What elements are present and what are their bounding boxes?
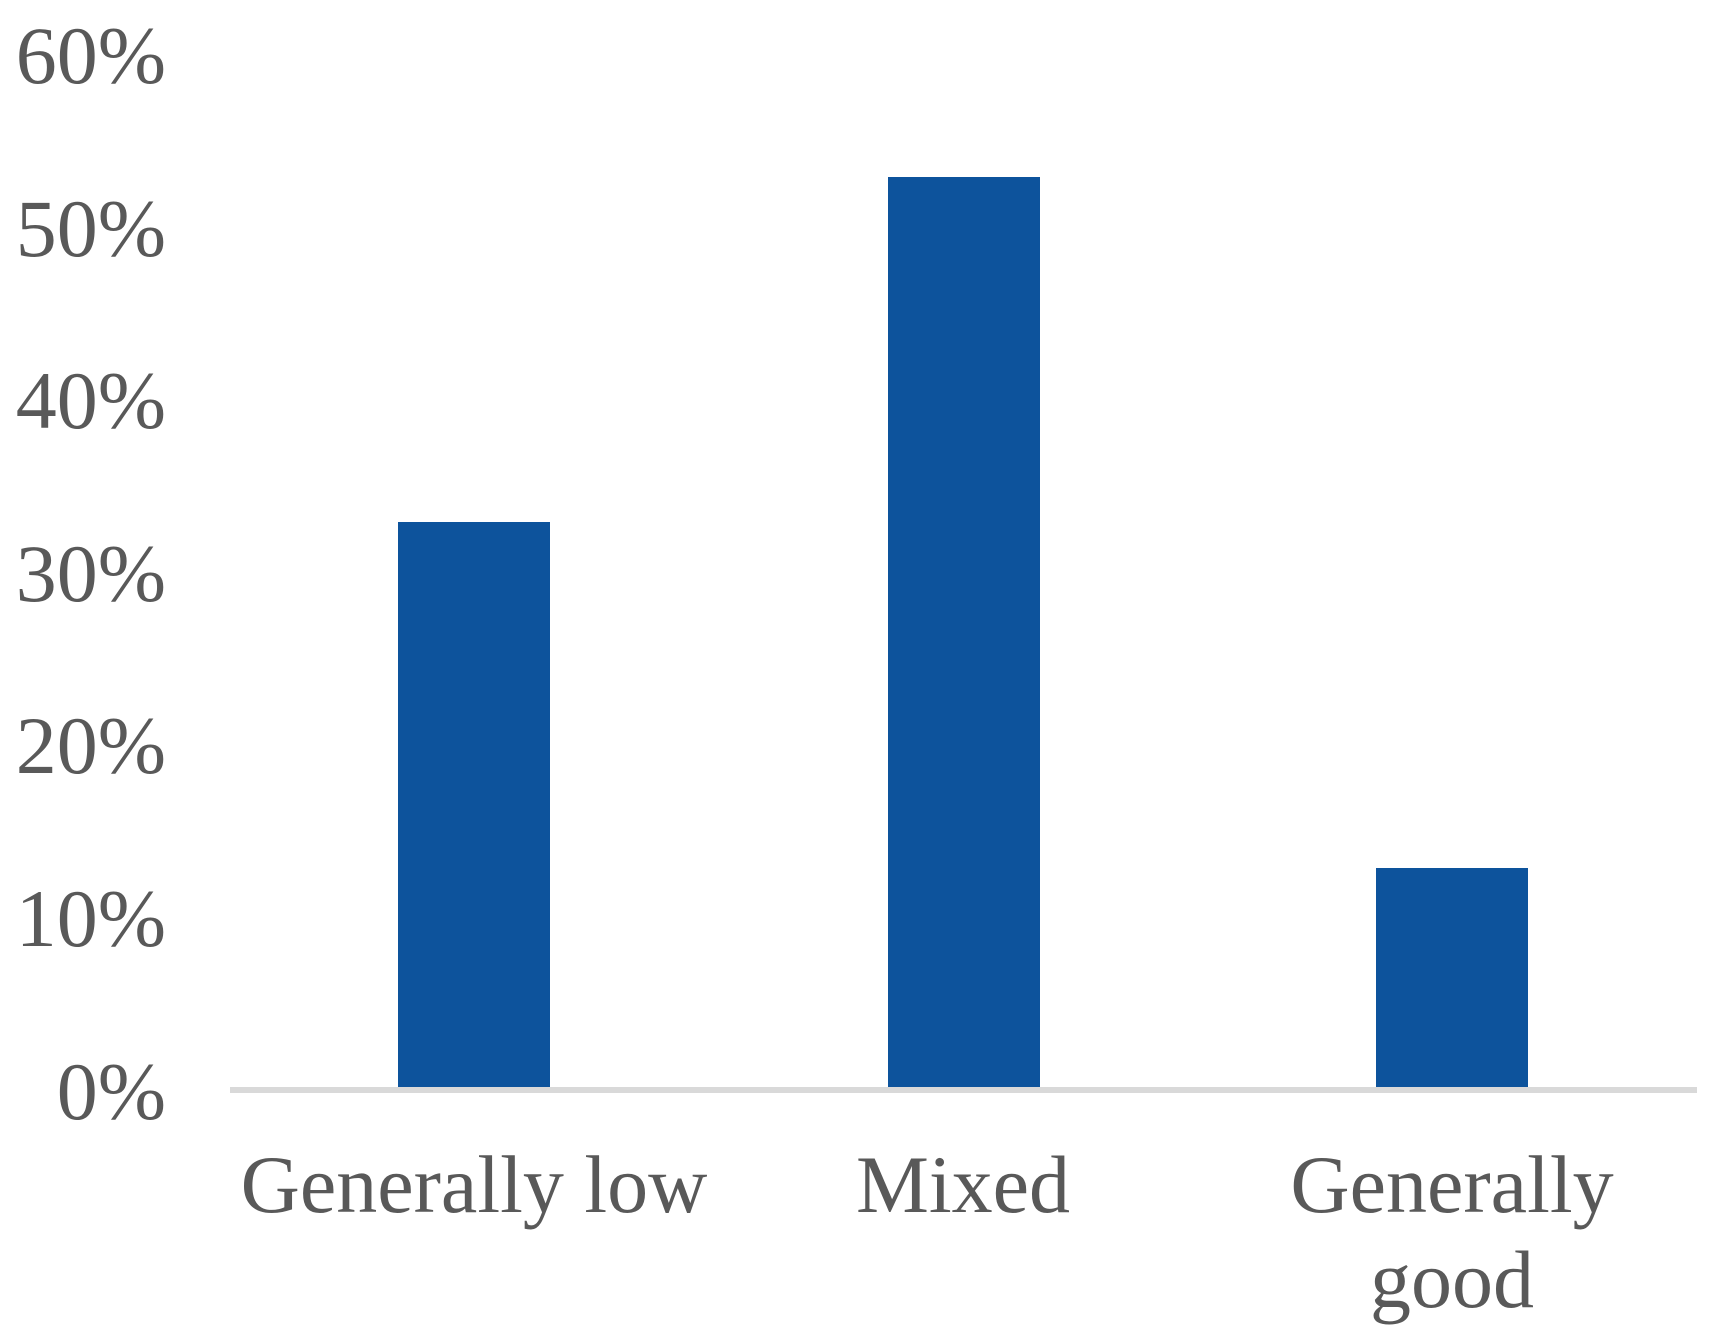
x-axis-label-generally-good: Generally good	[1290, 1139, 1614, 1326]
y-axis-tick-label: 40%	[15, 355, 166, 446]
x-axis-label-mixed: Mixed	[855, 1139, 1071, 1230]
y-axis-tick-label: 30%	[15, 528, 166, 619]
plot-area	[230, 56, 1697, 1092]
bar-generally-good	[1376, 867, 1528, 1092]
bar-mixed	[888, 176, 1040, 1092]
x-axis-line	[230, 1087, 1697, 1093]
y-axis-tick-label: 60%	[15, 10, 166, 101]
y-axis-tick-label: 0%	[56, 1046, 166, 1137]
x-axis-label-generally-low: Generally low	[240, 1139, 708, 1230]
bar-generally-low	[398, 522, 550, 1092]
y-axis: 60% 50% 40% 30% 20% 10% 0%	[0, 0, 166, 1337]
y-axis-tick-label: 20%	[15, 700, 166, 791]
y-axis-tick-label: 10%	[15, 873, 166, 964]
y-axis-tick-label: 50%	[15, 183, 166, 274]
